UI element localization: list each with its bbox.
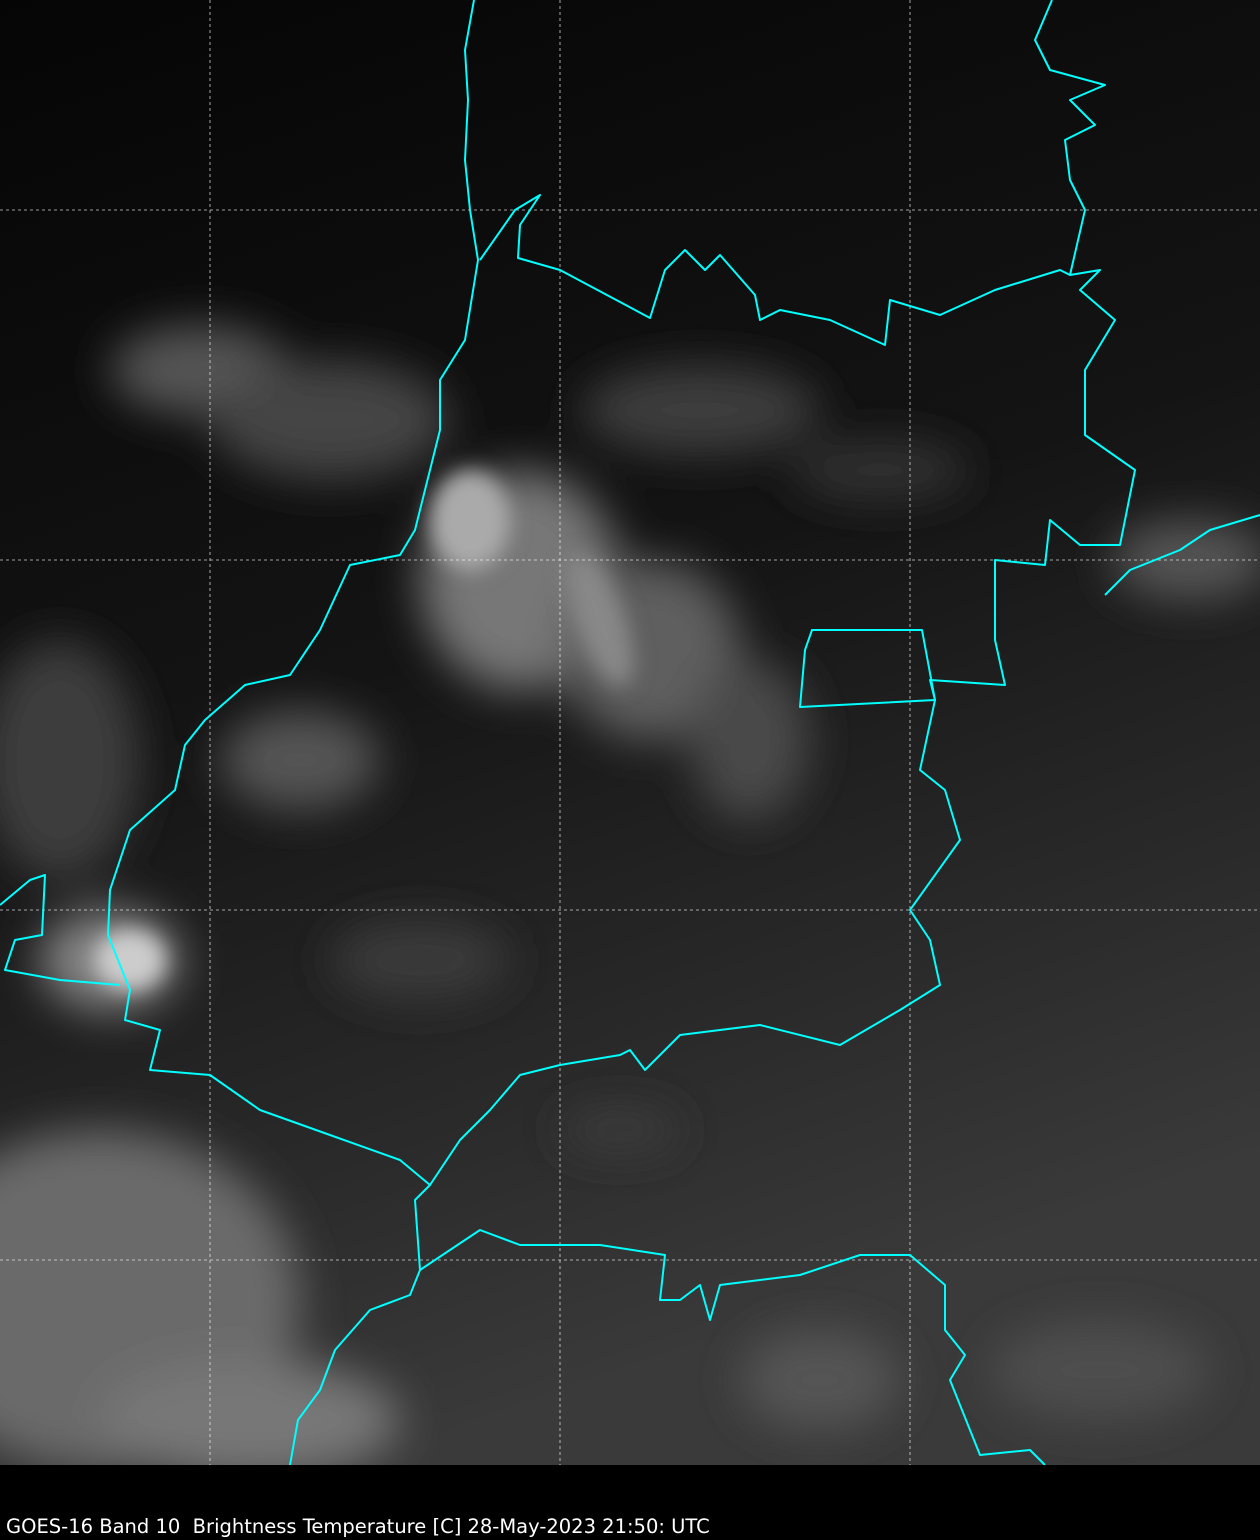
grid-lines: [0, 0, 1260, 1465]
clouds: [0, 325, 1260, 1465]
satellite-map: [0, 0, 1260, 1465]
border-far-west: [0, 874, 121, 986]
border-northeast: [1104, 514, 1260, 596]
border-south: [419, 1229, 1046, 1465]
border-north: [479, 194, 1071, 346]
border-enclave: [799, 629, 936, 708]
image-caption: GOES-16 Band 10 Brightness Temperature […: [6, 1515, 710, 1538]
country-borders: [0, 0, 1260, 1465]
border-east: [429, 0, 1136, 1186]
border-west: [107, 0, 479, 1465]
